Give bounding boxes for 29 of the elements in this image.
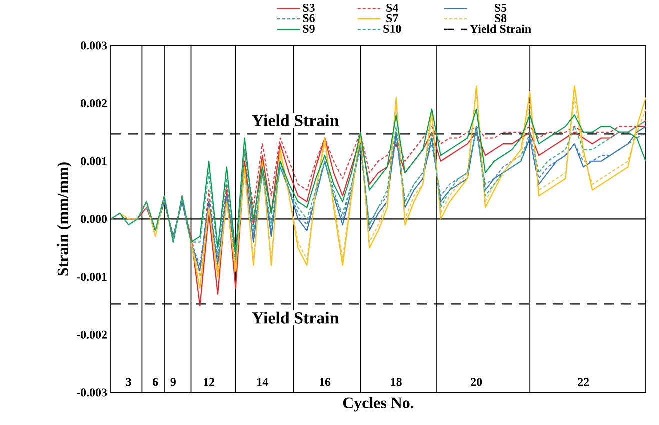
y-tick-label: -0.002 — [77, 330, 107, 340]
x-tick-label: 18 — [391, 378, 402, 386]
legend-label: S3 — [303, 4, 315, 12]
x-tick-label: 20 — [471, 378, 482, 386]
y-tick-label: 0.001 — [81, 157, 107, 166]
y-tick-label: 0.003 — [81, 42, 108, 50]
x-tick-label: 22 — [578, 378, 590, 386]
x-tick-label: 12 — [204, 378, 215, 386]
x-tick-label: 16 — [320, 378, 331, 386]
x-tick-label: 9 — [170, 378, 176, 386]
x-tick-label: 3 — [126, 378, 132, 386]
ref-line-label: Yield Strain — [252, 312, 339, 324]
legend-label: S6 — [303, 14, 315, 23]
y-tick-label: 0.002 — [81, 100, 107, 108]
y-tick-label: -0.003 — [77, 388, 108, 397]
y-tick-label: 0.000 — [81, 215, 108, 224]
legend-label: S4 — [386, 4, 398, 12]
legend-label: S9 — [303, 25, 315, 34]
x-axis-title: Cycles No. — [343, 397, 414, 412]
y-tick-label: -0.001 — [77, 273, 107, 282]
ref-line-label: Yield Strain — [252, 114, 339, 127]
text: Yield Strain — [470, 24, 532, 34]
legend-label: S5 — [495, 4, 507, 12]
y-axis-title: Strain (mm/mm) — [57, 162, 72, 276]
legend-label: S10 — [384, 25, 402, 34]
x-tick-label: 6 — [153, 378, 158, 386]
x-tick-label: 14 — [258, 378, 268, 386]
legend-label: S8 — [495, 14, 507, 23]
legend-label: S7 — [386, 14, 398, 23]
